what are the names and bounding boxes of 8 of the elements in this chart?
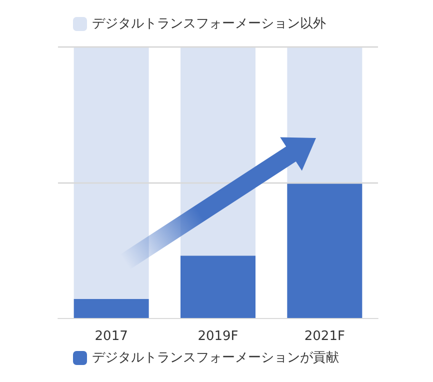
legend-label: デジタルトランスフォーメーション以外: [92, 16, 326, 32]
legend-label: デジタルトランスフォーメーションが貢献: [92, 350, 339, 366]
x-tick-label: 2019F: [198, 329, 238, 344]
bar: [74, 299, 149, 318]
x-tick-label: 2021F: [304, 329, 345, 344]
x-tick-label: 2017: [94, 329, 128, 344]
bar: [180, 256, 256, 318]
bar: [287, 47, 362, 182]
